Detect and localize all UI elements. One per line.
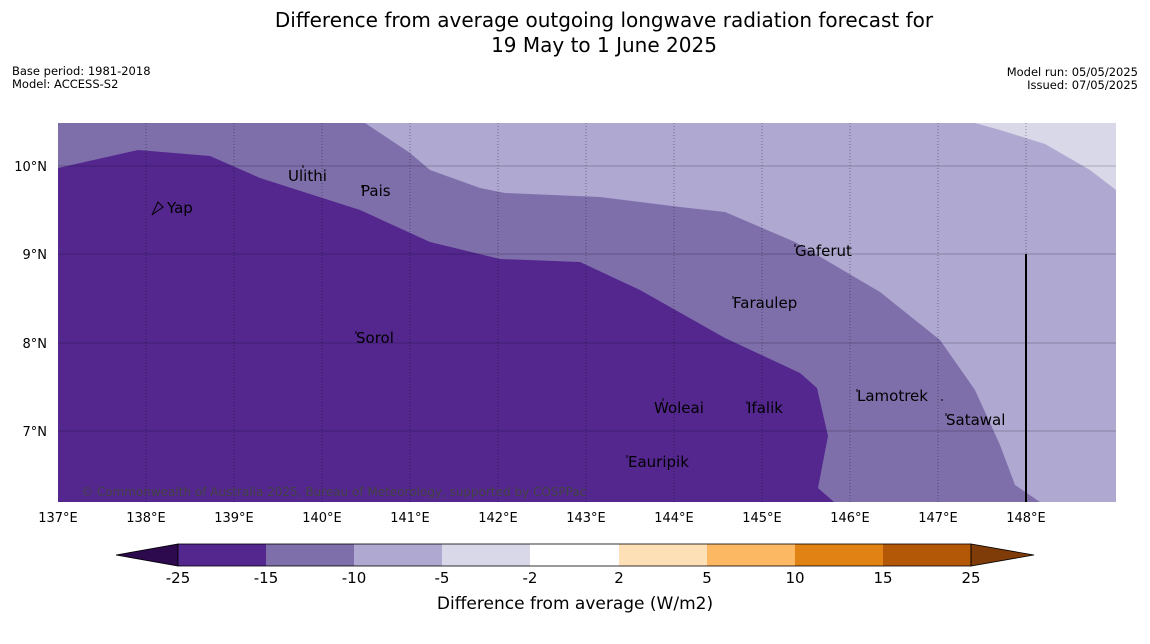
lon-label: 141°E: [390, 511, 430, 526]
colorbar-tick: -15: [254, 569, 279, 587]
lon-label: 145°E: [742, 511, 782, 526]
colorbar-tick: -5: [435, 569, 450, 587]
title-line-2: 19 May to 1 June 2025: [491, 33, 717, 57]
lat-label: 7°N: [23, 425, 48, 440]
lon-label: 137°E: [38, 511, 78, 526]
lon-label: 140°E: [302, 511, 342, 526]
colorbar-outline: [177, 543, 972, 567]
colorbar-cell: [707, 544, 795, 566]
place-ulithi: Ulithi: [288, 167, 327, 185]
colorbar-cell: [266, 544, 354, 566]
yap-island-shape: [151, 201, 164, 216]
lon-label: 138°E: [126, 511, 166, 526]
colorbar-cell: [619, 544, 707, 566]
colorbar-tick: -10: [342, 569, 367, 587]
lon-label: 147°E: [918, 511, 958, 526]
colorbar-cell: [795, 544, 883, 566]
colorbar-cell: [178, 544, 266, 566]
lon-label: 142°E: [478, 511, 518, 526]
place-yap: Yap: [166, 199, 193, 217]
chart-title: Difference from average outgoing longwav…: [0, 8, 1150, 58]
colorbar-tick: 2: [614, 569, 624, 587]
place-faraulep: Faraulep: [733, 294, 797, 312]
colorbar: -25 -15 -10 -5 -2 2 5 10 15 25: [115, 543, 1035, 587]
colorbar-tick: 15: [873, 569, 892, 587]
colorbar-tick: 10: [785, 569, 804, 587]
place-satawal: Satawal: [946, 411, 1005, 429]
colorbar-cell: [883, 544, 971, 566]
lon-label: 144°E: [654, 511, 694, 526]
longitude-labels: 137°E 138°E 139°E 140°E 141°E 142°E 143°…: [38, 511, 1046, 526]
meta-left: Base period: 1981-2018 Model: ACCESS-S2: [12, 65, 151, 91]
place-sorol: Sorol: [356, 329, 394, 347]
place-woleai: Woleai: [654, 399, 704, 417]
contour-fields: [58, 123, 1116, 502]
lon-label: 146°E: [830, 511, 870, 526]
lon-label: 139°E: [214, 511, 254, 526]
place-lamotrek: Lamotrek: [857, 387, 928, 405]
lat-label: 8°N: [23, 337, 48, 352]
colorbar-max-extend: [970, 543, 1035, 567]
latitude-lines: [58, 165, 1116, 432]
lon-label: 143°E: [566, 511, 606, 526]
colorbar-cell: [530, 544, 619, 566]
place-eauripik: Eauripik: [628, 453, 689, 471]
colorbar-tick: -2: [523, 569, 538, 587]
place-ifalik: Ifalik: [747, 399, 783, 417]
island-marks: [151, 165, 947, 458]
place-labels: Yap Ulithi Pais Gaferut Faraulep Sorol L…: [166, 167, 1005, 471]
colorbar-tick: 25: [961, 569, 980, 587]
lat-label: 9°N: [23, 248, 48, 263]
base-period: Base period: 1981-2018: [12, 64, 151, 78]
lat-label: 10°N: [14, 160, 47, 175]
colorbar-cell: [354, 544, 442, 566]
colorbar-cell: [442, 544, 530, 566]
meta-right: Model run: 05/05/2025 Issued: 07/05/2025: [1007, 66, 1138, 92]
lon-label: 148°E: [1006, 511, 1046, 526]
contour-minus-15: [58, 150, 834, 502]
place-gaferut: Gaferut: [795, 242, 852, 260]
latitude-labels: 10°N 9°N 8°N 7°N: [14, 160, 47, 440]
title-line-1: Difference from average outgoing longwav…: [274, 8, 934, 32]
colorbar-min-extend: [115, 543, 179, 567]
place-pais: Pais: [361, 182, 391, 200]
issued-date: Issued: 07/05/2025: [1027, 78, 1138, 92]
colorbar-tick: -25: [166, 569, 191, 587]
model-name: Model: ACCESS-S2: [12, 77, 119, 91]
copyright-notice: © Commonwealth of Australia 2025, Bureau…: [81, 485, 586, 499]
colorbar-tick: 5: [702, 569, 712, 587]
model-run: Model run: 05/05/2025: [1006, 65, 1138, 79]
colorbar-label: Difference from average (W/m2): [436, 594, 714, 614]
